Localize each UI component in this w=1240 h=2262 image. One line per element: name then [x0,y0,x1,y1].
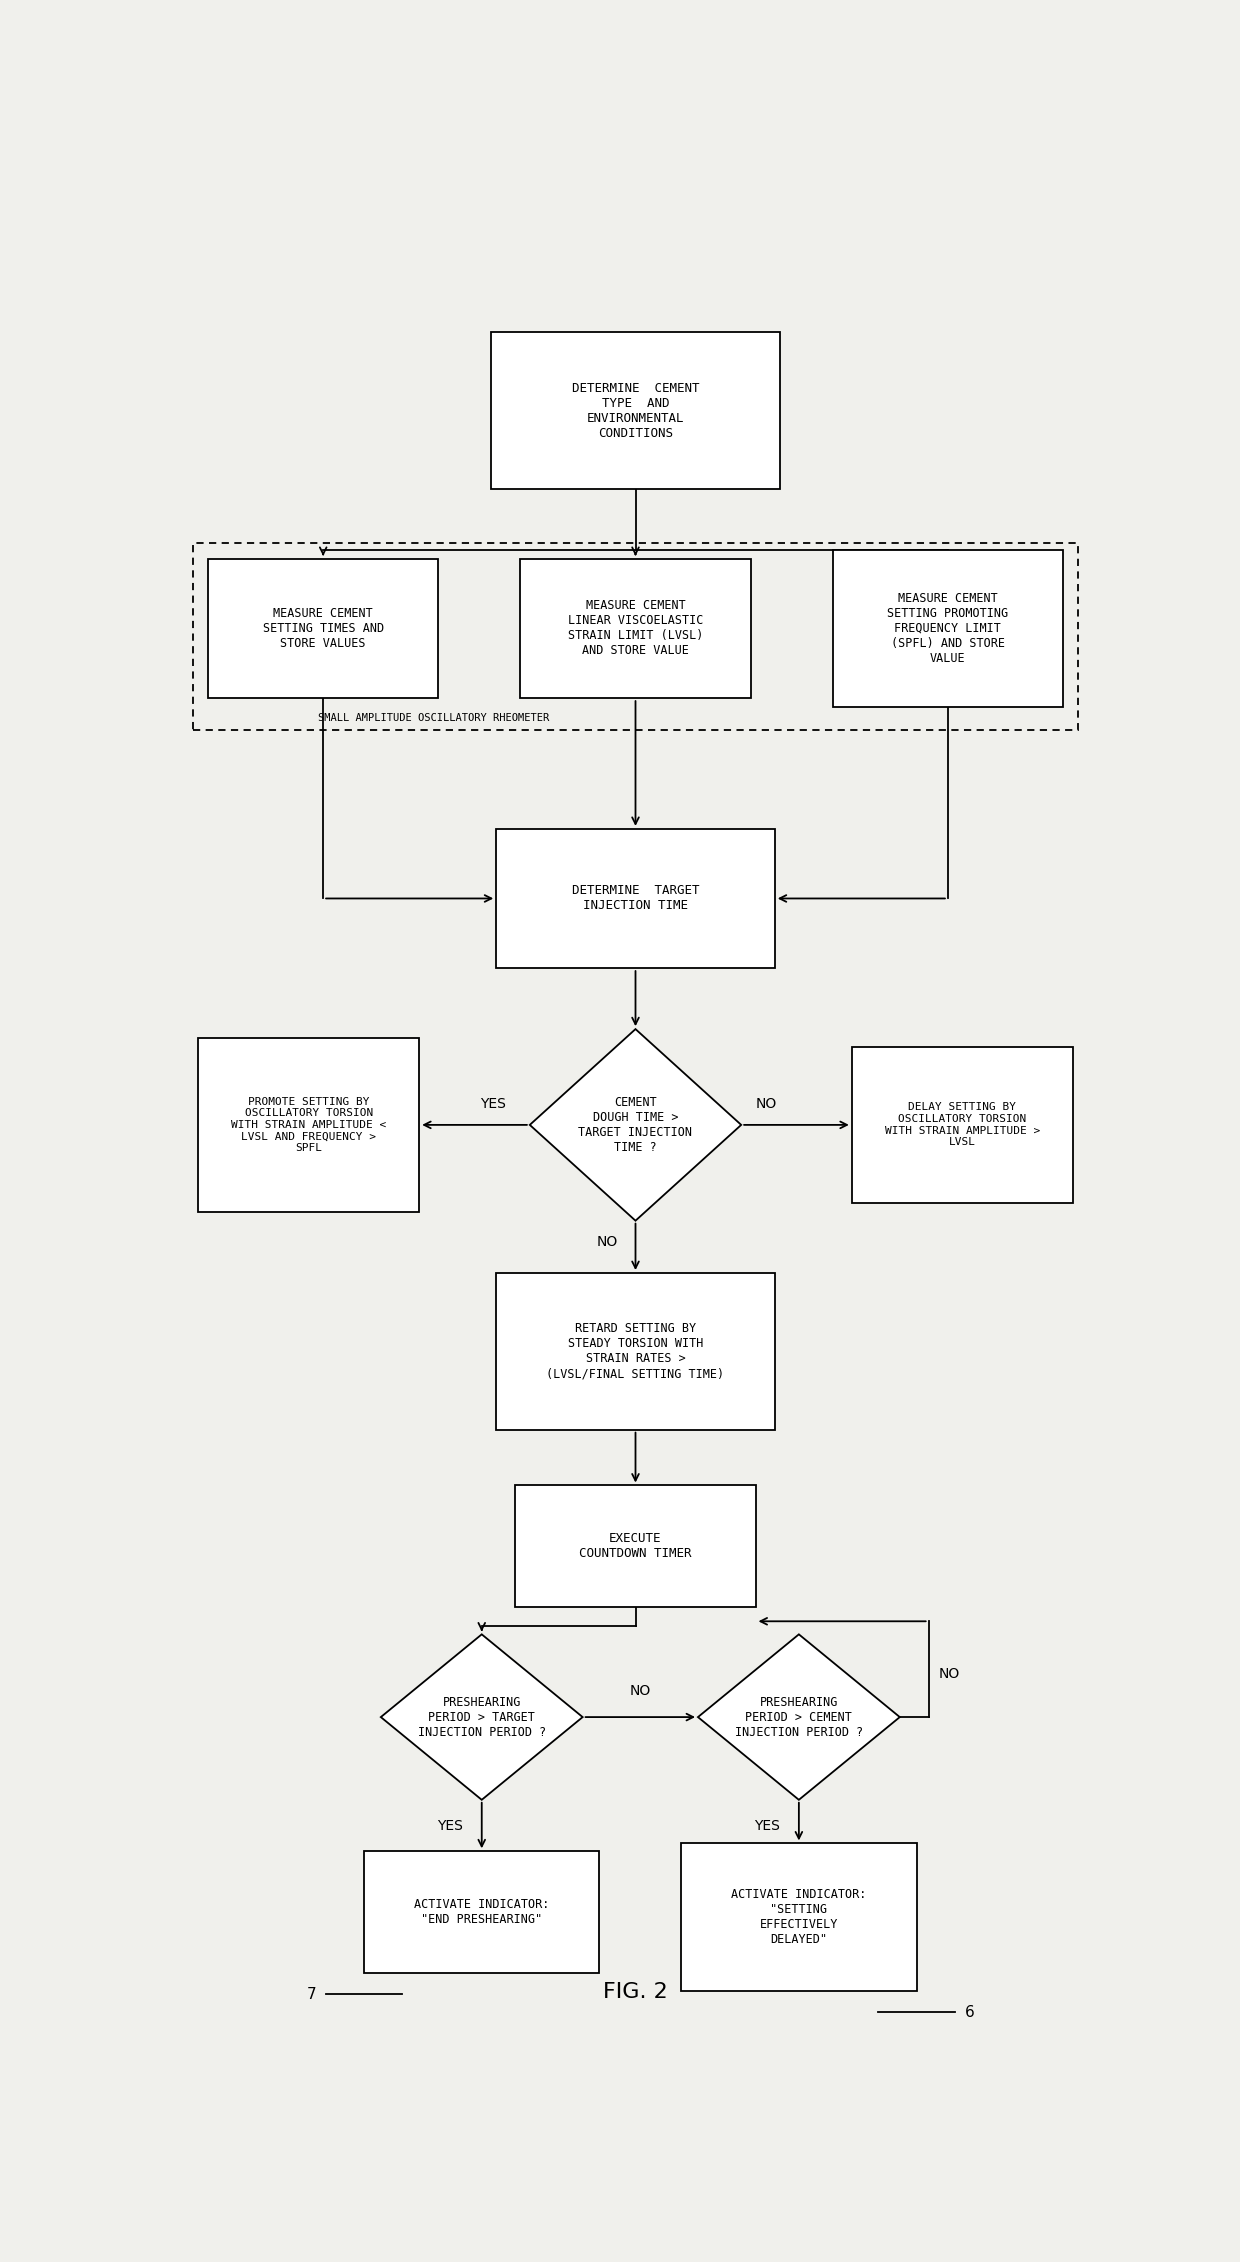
Text: YES: YES [480,1097,506,1111]
Text: NO: NO [630,1683,651,1699]
Text: PROMOTE SETTING BY
OSCILLATORY TORSION
WITH STRAIN AMPLITUDE <
LVSL AND FREQUENC: PROMOTE SETTING BY OSCILLATORY TORSION W… [231,1097,387,1154]
Text: MEASURE CEMENT
SETTING TIMES AND
STORE VALUES: MEASURE CEMENT SETTING TIMES AND STORE V… [263,606,383,649]
Text: FIG. 2: FIG. 2 [603,1982,668,2002]
Polygon shape [698,1635,900,1801]
Text: PRESHEARING
PERIOD > CEMENT
INJECTION PERIOD ?: PRESHEARING PERIOD > CEMENT INJECTION PE… [735,1696,863,1739]
Text: CEMENT
DOUGH TIME >
TARGET INJECTION
TIME ?: CEMENT DOUGH TIME > TARGET INJECTION TIM… [579,1095,692,1154]
FancyBboxPatch shape [516,1486,755,1608]
Text: 7: 7 [306,1986,316,2002]
Text: NO: NO [939,1667,960,1681]
Text: DETERMINE  TARGET
INJECTION TIME: DETERMINE TARGET INJECTION TIME [572,884,699,912]
FancyBboxPatch shape [208,559,439,699]
FancyBboxPatch shape [496,1274,775,1430]
Text: DELAY SETTING BY
OSCILLATORY TORSION
WITH STRAIN AMPLITUDE >
LVSL: DELAY SETTING BY OSCILLATORY TORSION WIT… [884,1102,1040,1147]
FancyBboxPatch shape [496,828,775,968]
FancyBboxPatch shape [852,1047,1073,1203]
Text: RETARD SETTING BY
STEADY TORSION WITH
STRAIN RATES >
(LVSL/FINAL SETTING TIME): RETARD SETTING BY STEADY TORSION WITH ST… [547,1323,724,1380]
FancyBboxPatch shape [832,550,1063,706]
FancyBboxPatch shape [365,1850,599,1972]
Text: PRESHEARING
PERIOD > TARGET
INJECTION PERIOD ?: PRESHEARING PERIOD > TARGET INJECTION PE… [418,1696,546,1739]
Text: SMALL AMPLITUDE OSCILLATORY RHEOMETER: SMALL AMPLITUDE OSCILLATORY RHEOMETER [319,713,549,722]
Text: ACTIVATE INDICATOR:
"END PRESHEARING": ACTIVATE INDICATOR: "END PRESHEARING" [414,1898,549,1927]
Text: MEASURE CEMENT
SETTING PROMOTING
FREQUENCY LIMIT
(SPFL) AND STORE
VALUE: MEASURE CEMENT SETTING PROMOTING FREQUEN… [888,593,1008,665]
Text: DETERMINE  CEMENT
TYPE  AND
ENVIRONMENTAL
CONDITIONS: DETERMINE CEMENT TYPE AND ENVIRONMENTAL … [572,382,699,439]
Text: NO: NO [755,1097,777,1111]
Polygon shape [381,1635,583,1801]
Text: NO: NO [596,1235,619,1249]
Text: MEASURE CEMENT
LINEAR VISCOELASTIC
STRAIN LIMIT (LVSL)
AND STORE VALUE: MEASURE CEMENT LINEAR VISCOELASTIC STRAI… [568,599,703,658]
FancyBboxPatch shape [491,333,780,489]
Polygon shape [529,1029,742,1221]
Text: YES: YES [754,1819,780,1832]
Text: YES: YES [436,1819,463,1832]
FancyBboxPatch shape [521,559,751,699]
Text: EXECUTE
COUNTDOWN TIMER: EXECUTE COUNTDOWN TIMER [579,1531,692,1561]
FancyBboxPatch shape [198,1038,419,1212]
Text: 6: 6 [965,2004,975,2020]
FancyBboxPatch shape [681,1844,916,1991]
Text: ACTIVATE INDICATOR:
"SETTING
EFFECTIVELY
DELAYED": ACTIVATE INDICATOR: "SETTING EFFECTIVELY… [732,1889,867,1945]
